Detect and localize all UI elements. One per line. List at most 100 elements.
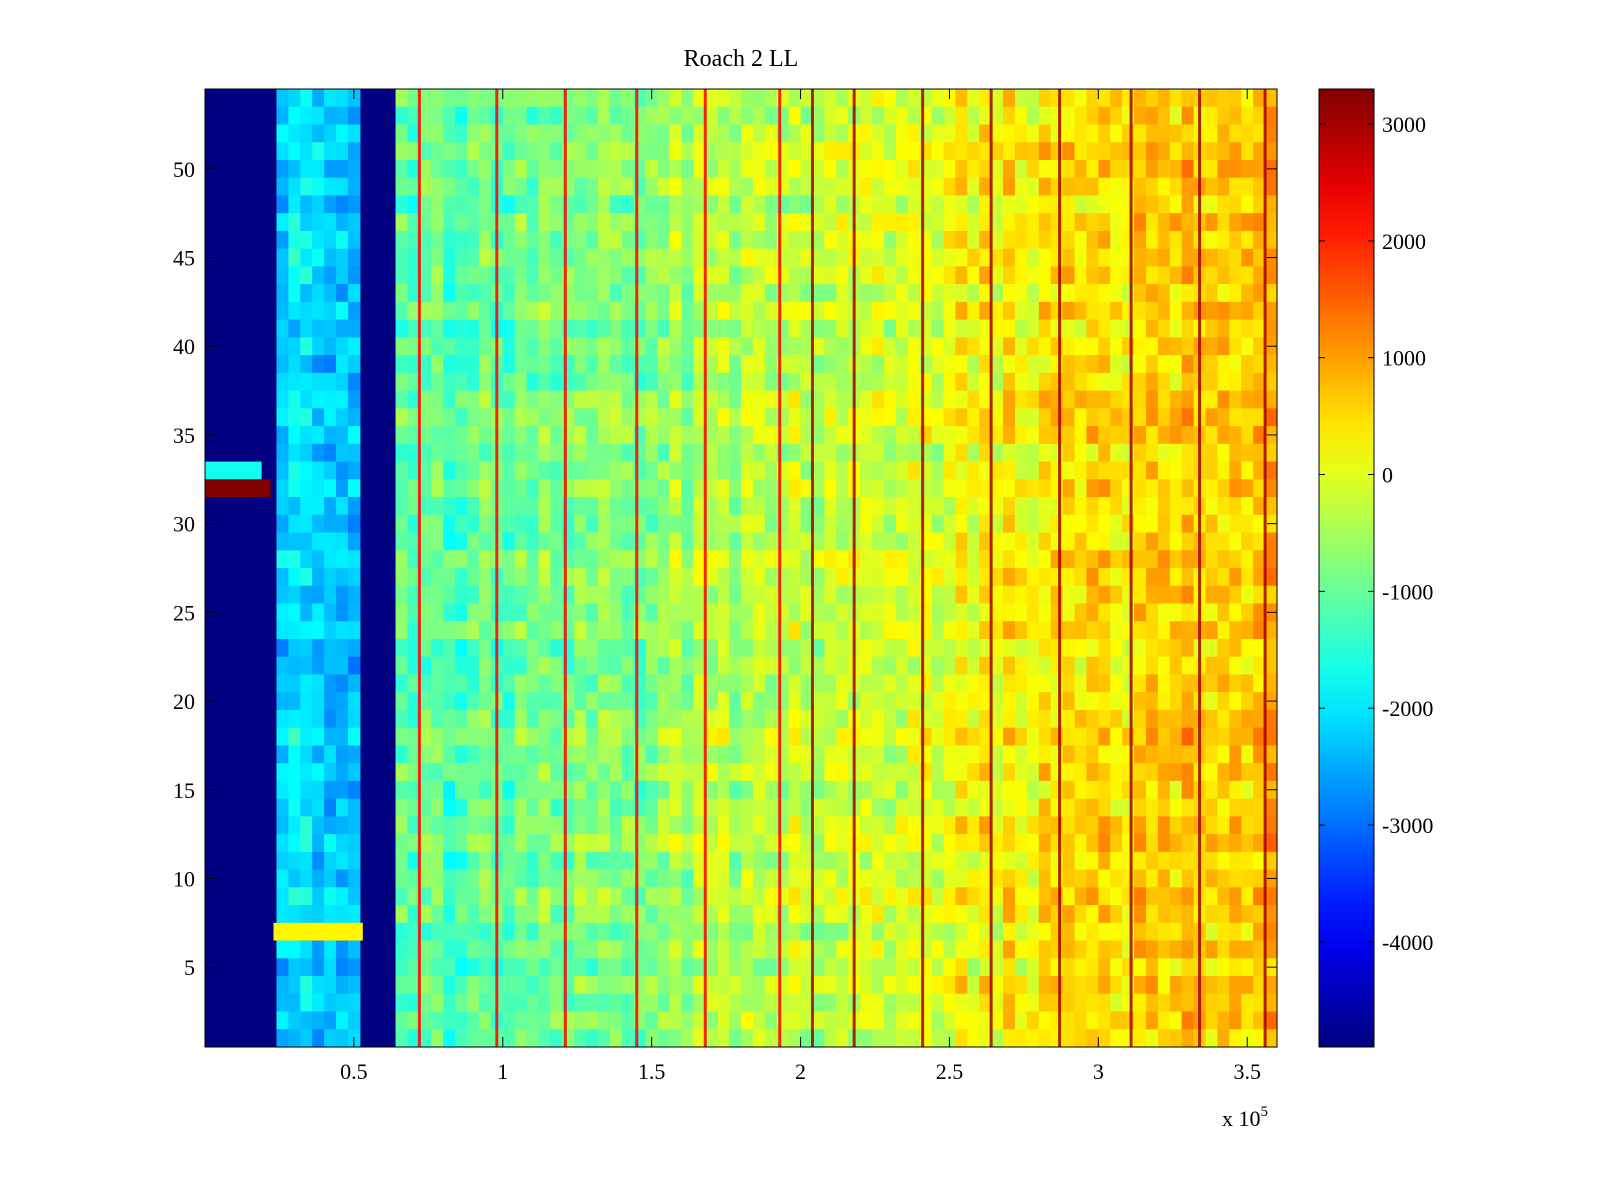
heatmap-cell: [276, 124, 289, 143]
heatmap-cell: [1265, 106, 1278, 126]
heatmap-cell: [478, 922, 492, 942]
heatmap-cell: [312, 585, 325, 605]
heatmap-cell: [1145, 976, 1159, 995]
heatmap-cell: [598, 532, 611, 551]
heatmap-cell: [586, 869, 599, 888]
heatmap-cell: [669, 532, 683, 551]
heatmap-cell: [657, 319, 671, 338]
heatmap-cell: [1074, 408, 1088, 427]
heatmap-cell: [991, 532, 1004, 551]
heatmap-cell: [681, 461, 694, 480]
heatmap-cell: [312, 568, 325, 587]
heatmap-cell: [1074, 124, 1088, 143]
heatmap-cell: [324, 372, 337, 392]
heatmap-cell: [1086, 568, 1099, 587]
heatmap-cell: [312, 887, 325, 906]
heatmap-cell: [764, 89, 778, 108]
heatmap-cell: [967, 869, 980, 888]
heatmap-cell: [419, 958, 432, 977]
heatmap-cell: [991, 266, 1004, 285]
heatmap-cell: [741, 798, 754, 817]
heatmap-cell: [955, 656, 968, 676]
heatmap-cell: [300, 1011, 313, 1030]
heatmap-cell: [526, 638, 540, 658]
heatmap-cell: [1038, 550, 1052, 569]
heatmap-cell: [478, 763, 492, 782]
heatmap-cell: [860, 976, 873, 995]
heatmap-cell: [741, 851, 754, 871]
heatmap-cell: [1157, 284, 1171, 303]
heatmap-cell: [276, 301, 289, 321]
heatmap-cell: [1265, 142, 1278, 161]
heatmap-cell: [1122, 568, 1135, 587]
heatmap-cell: [681, 89, 694, 108]
heatmap-cell: [502, 621, 516, 640]
heatmap-cell: [609, 514, 623, 534]
heatmap-cell: [729, 940, 742, 959]
heatmap-cell: [1038, 372, 1052, 392]
heatmap-cell: [800, 922, 814, 942]
heatmap-cell: [1062, 355, 1076, 374]
heatmap-cell: [1086, 905, 1099, 924]
heatmap-cell: [967, 461, 980, 480]
heatmap-cell: [347, 976, 361, 995]
heatmap-cell: [860, 638, 873, 658]
heatmap-cell: [764, 284, 778, 303]
heatmap-cell: [455, 976, 468, 995]
heatmap-cell: [1157, 656, 1171, 676]
heatmap-cell: [669, 940, 683, 959]
heatmap-cell: [347, 869, 361, 888]
heatmap-cell: [1003, 284, 1016, 303]
heatmap-cell: [431, 1011, 444, 1030]
heatmap-cell: [1098, 301, 1111, 321]
heatmap-cell: [645, 195, 659, 214]
heatmap-cell: [312, 638, 325, 658]
heatmap-cell: [1134, 568, 1147, 587]
heatmap-cell: [1074, 301, 1088, 321]
heatmap-cell: [657, 390, 671, 409]
heatmap-cell: [443, 1029, 456, 1048]
heatmap-cell: [1014, 727, 1028, 747]
heatmap-cell: [609, 1029, 623, 1048]
heatmap-cell: [1050, 177, 1064, 197]
heatmap-cell: [717, 621, 730, 640]
heatmap-cell: [324, 621, 337, 640]
heatmap-cell: [812, 603, 825, 622]
heatmap-cell: [574, 213, 587, 232]
heatmap-cell: [347, 532, 361, 551]
heatmap-cell: [1205, 1011, 1219, 1030]
heatmap-cell: [967, 851, 980, 871]
heatmap-cell: [1050, 514, 1064, 534]
heatmap-cell: [478, 497, 492, 516]
heatmap-cell: [598, 89, 611, 108]
heatmap-cell: [836, 763, 849, 782]
heatmap-cell: [1205, 976, 1219, 995]
heatmap-cell: [788, 745, 802, 764]
heatmap-cell: [955, 940, 968, 959]
heatmap-cell: [1122, 426, 1135, 445]
heatmap-cell: [1110, 461, 1123, 480]
heatmap-cell: [455, 816, 468, 835]
heatmap-cell: [1014, 106, 1028, 126]
heatmap-cell: [431, 958, 444, 977]
heatmap-cell: [300, 993, 313, 1013]
heatmap-cell: [872, 89, 885, 108]
heatmap-cell: [955, 922, 968, 942]
heatmap-cell: [288, 550, 301, 569]
heatmap-cell: [312, 727, 325, 747]
heatmap-cell: [681, 213, 694, 232]
heatmap-cell: [693, 638, 706, 658]
heatmap-cell: [895, 124, 909, 143]
heatmap-cell: [407, 905, 420, 924]
heatmap-cell: [979, 709, 992, 729]
heatmap-cell: [824, 585, 837, 605]
heatmap-cell: [1074, 851, 1088, 871]
heatmap-cell: [931, 638, 945, 658]
heatmap-cell: [574, 230, 587, 250]
heatmap-cell: [824, 1011, 837, 1030]
heatmap-cell: [1217, 372, 1230, 392]
heatmap-cell: [1050, 621, 1064, 640]
heatmap-cell: [1122, 177, 1135, 197]
x-tick-label: 2: [795, 1059, 806, 1084]
